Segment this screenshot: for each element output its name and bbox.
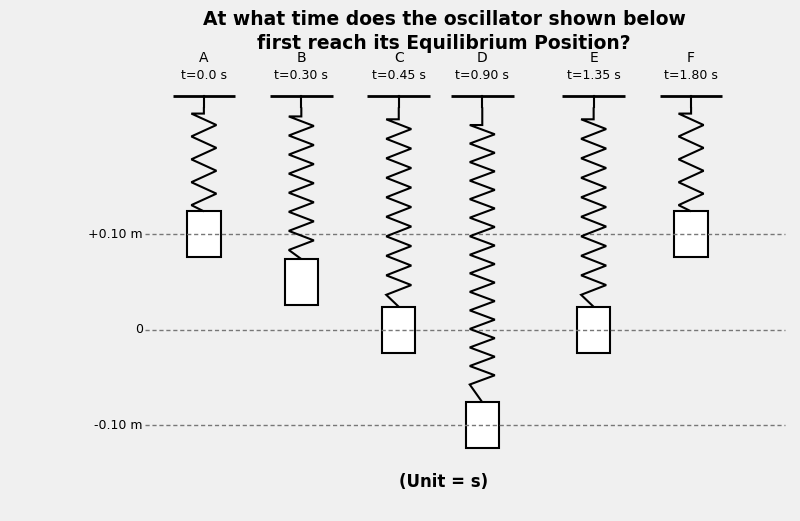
Text: E: E (590, 52, 598, 65)
FancyBboxPatch shape (466, 402, 499, 448)
Text: t=1.35 s: t=1.35 s (566, 69, 621, 82)
Text: B: B (297, 52, 306, 65)
Text: 0: 0 (134, 323, 142, 336)
Text: first reach its Equilibrium Position?: first reach its Equilibrium Position? (257, 34, 631, 53)
FancyBboxPatch shape (187, 212, 221, 257)
Text: -0.10 m: -0.10 m (94, 419, 142, 431)
Text: t=0.45 s: t=0.45 s (372, 69, 426, 82)
FancyBboxPatch shape (382, 307, 415, 353)
Text: t=1.80 s: t=1.80 s (664, 69, 718, 82)
Text: A: A (199, 52, 209, 65)
FancyBboxPatch shape (674, 212, 708, 257)
Text: t=0.30 s: t=0.30 s (274, 69, 328, 82)
Text: (Unit = s): (Unit = s) (399, 474, 489, 491)
Text: At what time does the oscillator shown below: At what time does the oscillator shown b… (202, 10, 686, 29)
FancyBboxPatch shape (577, 307, 610, 353)
FancyBboxPatch shape (285, 259, 318, 305)
Text: F: F (687, 52, 695, 65)
Text: t=0.90 s: t=0.90 s (455, 69, 510, 82)
Text: +0.10 m: +0.10 m (88, 228, 142, 241)
Text: t=0.0 s: t=0.0 s (181, 69, 227, 82)
Text: D: D (477, 52, 488, 65)
Text: C: C (394, 52, 404, 65)
